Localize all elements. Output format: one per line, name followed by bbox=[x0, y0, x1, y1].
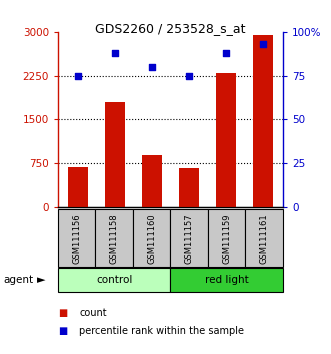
Text: GSM111158: GSM111158 bbox=[110, 213, 119, 264]
Text: GSM111157: GSM111157 bbox=[185, 213, 194, 264]
Text: count: count bbox=[79, 308, 107, 318]
Text: agent: agent bbox=[3, 275, 33, 285]
Text: GSM111161: GSM111161 bbox=[260, 213, 269, 264]
Bar bbox=[179, 168, 199, 207]
Bar bbox=[95, 209, 133, 267]
Text: red light: red light bbox=[205, 275, 249, 285]
Bar bbox=[170, 209, 208, 267]
Text: GSM111160: GSM111160 bbox=[147, 213, 156, 264]
Text: control: control bbox=[96, 275, 132, 285]
Point bbox=[149, 64, 155, 70]
Bar bbox=[133, 209, 170, 267]
Text: GDS2260 / 253528_s_at: GDS2260 / 253528_s_at bbox=[95, 22, 246, 35]
Bar bbox=[142, 154, 162, 207]
Text: GSM111156: GSM111156 bbox=[72, 213, 81, 264]
Bar bbox=[58, 268, 170, 292]
Bar bbox=[246, 209, 283, 267]
Text: GSM111159: GSM111159 bbox=[222, 213, 231, 264]
Point bbox=[113, 50, 118, 56]
Bar bbox=[253, 35, 273, 207]
Bar bbox=[105, 102, 125, 207]
Bar bbox=[58, 209, 95, 267]
Text: ■: ■ bbox=[58, 326, 67, 336]
Text: ►: ► bbox=[37, 275, 46, 285]
Text: percentile rank within the sample: percentile rank within the sample bbox=[79, 326, 244, 336]
Bar bbox=[68, 167, 88, 207]
Point bbox=[75, 73, 81, 79]
Bar bbox=[208, 209, 246, 267]
Point bbox=[186, 73, 192, 79]
Point bbox=[223, 50, 228, 56]
Bar bbox=[216, 73, 236, 207]
Text: ■: ■ bbox=[58, 308, 67, 318]
Point bbox=[260, 41, 265, 47]
Bar bbox=[170, 268, 283, 292]
